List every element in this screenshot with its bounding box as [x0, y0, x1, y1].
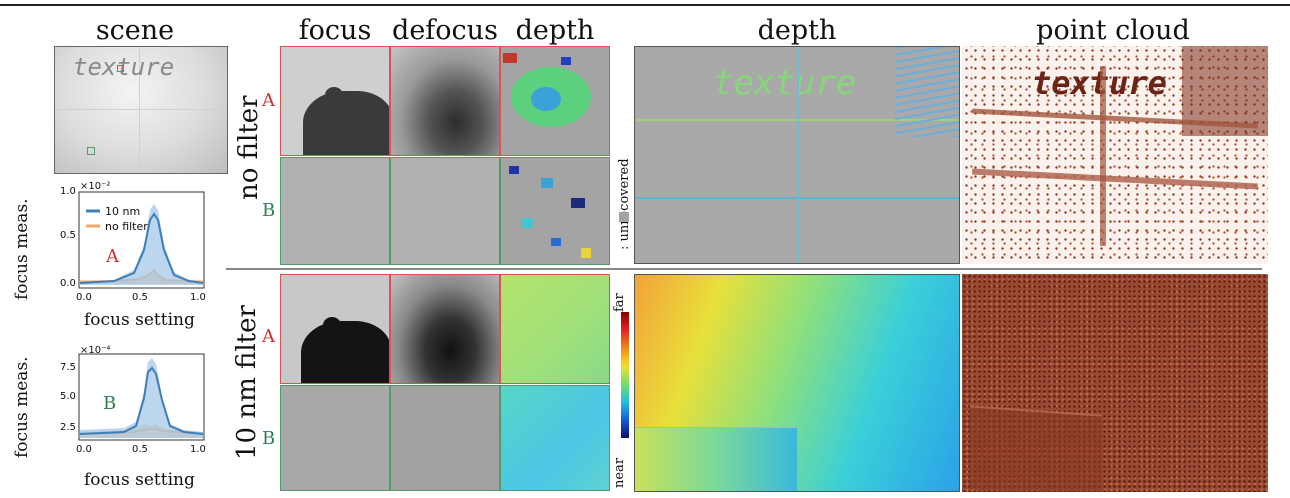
legend-unrecovered-swatch	[619, 212, 629, 222]
plot-a-ylabel-wrap: focus meas.	[4, 180, 44, 320]
plot-a	[78, 191, 205, 289]
tile-nofilter-b-depth	[500, 157, 610, 265]
plot-a-blue-line	[79, 212, 204, 284]
colorbar-near-label: near	[612, 457, 627, 488]
legend-unrecovered: : unrecovered	[617, 158, 632, 250]
scene-image: texture	[54, 46, 228, 174]
plot-b-ylabel: focus meas.	[12, 356, 32, 458]
plot-b-blue-line	[79, 366, 204, 435]
plot-a-ytick-mid: 0.5	[60, 230, 76, 241]
scene-marker-a	[117, 65, 124, 72]
point-cloud-nofilter: texture	[962, 46, 1268, 264]
tile-10nm-b-focus	[280, 385, 390, 491]
plot-b-xtick-0: 0.0	[76, 444, 92, 455]
plot-a-ylabel: focus meas.	[12, 198, 32, 300]
plot-a-xtick-2: 1.0	[190, 292, 206, 303]
row-label-a-top: A	[262, 90, 275, 111]
tile-10nm-b-depth	[500, 385, 610, 491]
tile-nofilter-a-defocus	[390, 46, 500, 156]
tile-nofilter-b-focus	[280, 157, 390, 265]
tile-10nm-a-depth	[500, 274, 610, 384]
header-defocus: defocus	[392, 15, 498, 46]
depth-large-10nm	[634, 274, 960, 492]
plot-a-frame	[78, 191, 205, 289]
group-label-no-filter: no filter	[234, 95, 264, 200]
plot-a-legend-10nm: 10 nm	[105, 205, 141, 218]
point-cloud-texture-text: texture	[1032, 64, 1167, 102]
plot-a-label: A	[106, 246, 119, 267]
depth-large-nofilter: texture	[634, 46, 960, 264]
tile-10nm-a-focus	[280, 274, 390, 384]
plot-b-xtick-1: 0.5	[132, 444, 148, 455]
plot-b-label: B	[103, 393, 117, 414]
point-cloud-10nm	[962, 274, 1268, 492]
group-label-10nm-filter: 10 nm filter	[232, 305, 262, 460]
top-rule	[0, 4, 1290, 6]
plot-a-xlabel: focus setting	[84, 310, 195, 330]
group-divider	[226, 268, 1262, 270]
plot-b-xlabel: focus setting	[84, 470, 195, 490]
header-scene: scene	[95, 15, 175, 46]
tile-10nm-a-defocus	[390, 274, 500, 384]
tile-nofilter-b-defocus	[390, 157, 500, 265]
plot-b-ytick-top: 7.5	[60, 362, 76, 373]
plot-a-legend-nofilter: no filter	[105, 220, 148, 233]
plot-a-xtick-0: 0.0	[76, 292, 92, 303]
plot-b-frame	[78, 353, 205, 441]
plot-b-multiplier: ×10⁻⁴	[80, 345, 111, 356]
plot-b-ytick-bottom: 2.5	[60, 422, 76, 433]
plot-b	[78, 353, 205, 441]
row-label-b-bottom: B	[262, 428, 276, 449]
row-label-a-bottom: A	[262, 326, 275, 347]
header-focus: focus	[298, 15, 372, 46]
plot-a-ytick-bottom: 0.0	[60, 278, 76, 289]
tile-10nm-b-defocus	[390, 385, 500, 491]
plot-b-blue-band	[80, 358, 203, 438]
plot-a-blue-band	[80, 204, 203, 285]
tile-nofilter-a-focus	[280, 46, 390, 156]
depth-texture-text: texture	[713, 63, 857, 103]
header-depth-large: depth	[757, 15, 837, 46]
tile-nofilter-a-depth	[500, 46, 610, 156]
scene-marker-b	[87, 147, 95, 155]
row-label-b-top: B	[262, 200, 276, 221]
header-point-cloud: point cloud	[1036, 15, 1190, 46]
plot-a-xtick-1: 0.5	[132, 292, 148, 303]
colorbar	[621, 312, 629, 438]
header-depth-small: depth	[515, 15, 595, 46]
plot-a-multiplier: ×10⁻²	[80, 181, 111, 192]
plot-a-ytick-top: 1.0	[60, 186, 76, 197]
plot-b-xtick-2: 1.0	[190, 444, 206, 455]
plot-b-ytick-mid: 5.0	[60, 391, 76, 402]
colorbar-far-label: far	[612, 293, 627, 312]
